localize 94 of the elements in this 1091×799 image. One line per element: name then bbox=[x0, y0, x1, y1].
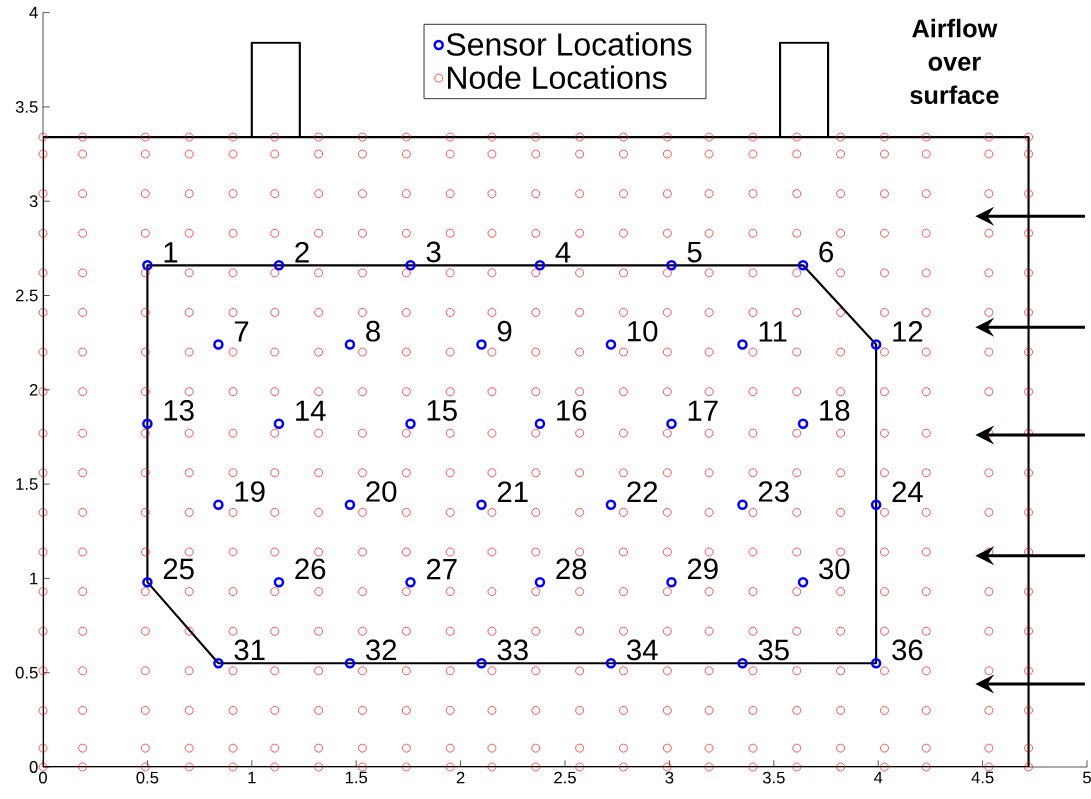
point bbox=[344, 339, 356, 350]
point bbox=[534, 260, 546, 271]
point bbox=[666, 260, 677, 271]
point bbox=[213, 499, 224, 511]
point bbox=[737, 499, 748, 511]
legend-label: Node Locations bbox=[448, 65, 667, 89]
x-tick-label: 0.5 bbox=[136, 771, 159, 784]
y-tick-label: 4 bbox=[29, 6, 38, 19]
point bbox=[142, 418, 153, 430]
point bbox=[737, 658, 748, 669]
point bbox=[273, 576, 285, 588]
point bbox=[534, 576, 546, 588]
annotation: 28 bbox=[556, 558, 587, 580]
x-tick-label: 0 bbox=[39, 771, 47, 784]
annotation: 24 bbox=[892, 481, 923, 502]
point bbox=[605, 339, 617, 350]
x-tick-label: 4.5 bbox=[971, 771, 994, 784]
annotation: 31 bbox=[234, 639, 265, 661]
annotation: 15 bbox=[427, 400, 457, 421]
annotation: 21 bbox=[497, 481, 528, 502]
point bbox=[870, 339, 882, 350]
annotation: 26 bbox=[295, 558, 326, 580]
point bbox=[405, 260, 416, 271]
point bbox=[605, 499, 617, 511]
annotation: 32 bbox=[365, 639, 397, 661]
annotation: 7 bbox=[234, 321, 249, 342]
annotation: 6 bbox=[819, 241, 834, 263]
annotation: 2 bbox=[295, 241, 309, 263]
point bbox=[273, 260, 285, 271]
y-tick-label: 2 bbox=[29, 383, 38, 396]
x-tick-label: 5 bbox=[1083, 771, 1091, 784]
annotation: 19 bbox=[235, 481, 265, 502]
point bbox=[605, 658, 617, 669]
annotation: 36 bbox=[892, 639, 923, 661]
y-tick-label: 0.5 bbox=[15, 666, 38, 679]
point bbox=[737, 339, 748, 350]
x-tick-label: 3.5 bbox=[762, 771, 785, 784]
annotation: 17 bbox=[688, 400, 718, 421]
y-tick-label: 3 bbox=[29, 195, 38, 208]
point bbox=[797, 260, 809, 271]
annotation: 27 bbox=[426, 558, 457, 580]
x-tick-label: 1.5 bbox=[345, 771, 368, 784]
annotation: 13 bbox=[164, 400, 194, 421]
point bbox=[476, 339, 487, 350]
annotation: 11 bbox=[759, 321, 787, 342]
point bbox=[666, 418, 677, 430]
point bbox=[142, 576, 153, 588]
point bbox=[666, 576, 677, 588]
point bbox=[405, 576, 416, 588]
point bbox=[213, 339, 224, 350]
point bbox=[797, 576, 809, 588]
point bbox=[344, 658, 356, 669]
annotation: 10 bbox=[628, 320, 658, 342]
point bbox=[534, 418, 546, 430]
annotation: 12 bbox=[893, 321, 923, 342]
y-tick-label: 1 bbox=[30, 572, 38, 585]
x-tick-label: 3 bbox=[665, 771, 674, 784]
point bbox=[870, 499, 882, 511]
point bbox=[344, 499, 356, 511]
annotation: 9 bbox=[497, 320, 512, 342]
annotation: 3 bbox=[426, 241, 441, 263]
annotation: 8 bbox=[366, 320, 380, 342]
annotation: 33 bbox=[497, 639, 528, 661]
x-tick-label: 2 bbox=[456, 771, 465, 784]
point bbox=[870, 658, 882, 669]
y-tick-label: 2.5 bbox=[15, 289, 38, 302]
y-tick-label: 0 bbox=[29, 761, 38, 773]
y-tick-label: 1.5 bbox=[16, 478, 38, 490]
annotation: 14 bbox=[296, 400, 326, 421]
annotation: 23 bbox=[758, 481, 789, 502]
annotation: Airflow over surface bbox=[910, 18, 999, 105]
x-tick-label: 2.5 bbox=[554, 771, 576, 784]
annotation: 1 bbox=[164, 242, 178, 263]
y-tick-label: 3.5 bbox=[15, 101, 38, 113]
point bbox=[476, 658, 487, 669]
annotation: 18 bbox=[820, 400, 850, 421]
x-tick-label: 1 bbox=[248, 771, 256, 784]
annotation: 29 bbox=[687, 558, 718, 580]
x-tick-label: 4 bbox=[873, 771, 883, 784]
point bbox=[476, 499, 487, 511]
point bbox=[213, 658, 224, 669]
annotation: 4 bbox=[555, 242, 571, 263]
annotation: 25 bbox=[163, 558, 194, 580]
annotation: 35 bbox=[758, 639, 789, 661]
annotation: 5 bbox=[687, 241, 702, 263]
annotation: 20 bbox=[366, 481, 397, 502]
annotation: 34 bbox=[626, 639, 658, 661]
annotation: 16 bbox=[557, 400, 587, 421]
annotation: 22 bbox=[627, 481, 658, 502]
point bbox=[273, 418, 285, 430]
legend-label: Sensor Locations bbox=[446, 32, 692, 56]
point bbox=[797, 418, 809, 430]
point bbox=[405, 418, 416, 430]
annotation: 30 bbox=[819, 558, 850, 580]
